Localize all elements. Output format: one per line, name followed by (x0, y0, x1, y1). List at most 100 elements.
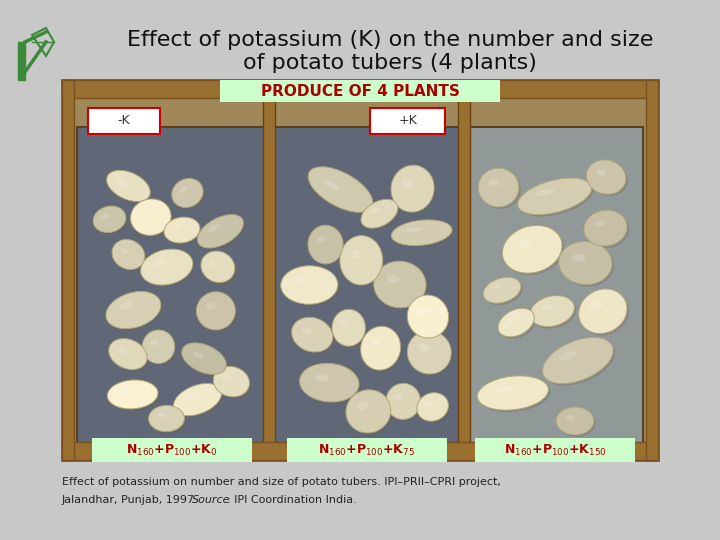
Text: Effect of potassium on number and size of potato tubers. IPI–PRII–CPRI project,: Effect of potassium on number and size o… (62, 477, 501, 487)
Ellipse shape (483, 278, 521, 303)
Ellipse shape (108, 294, 163, 330)
Bar (467, 127, 643, 452)
Text: Jalandhar, Punjab, 1997.: Jalandhar, Punjab, 1997. (62, 495, 202, 505)
Bar (287, 438, 446, 462)
Ellipse shape (112, 239, 145, 269)
Bar (62, 80, 658, 460)
Ellipse shape (495, 386, 513, 392)
Ellipse shape (197, 292, 235, 330)
Ellipse shape (507, 316, 516, 322)
Ellipse shape (109, 172, 152, 204)
Ellipse shape (580, 291, 629, 335)
Ellipse shape (408, 331, 451, 374)
Ellipse shape (181, 343, 226, 374)
Ellipse shape (407, 227, 422, 232)
Ellipse shape (109, 382, 160, 411)
Ellipse shape (172, 179, 203, 207)
Ellipse shape (193, 352, 204, 359)
Ellipse shape (150, 407, 186, 434)
Ellipse shape (158, 413, 166, 417)
Ellipse shape (295, 277, 310, 284)
Ellipse shape (109, 339, 147, 369)
Ellipse shape (132, 201, 173, 238)
Ellipse shape (391, 165, 434, 212)
Ellipse shape (281, 266, 338, 304)
Ellipse shape (120, 302, 133, 309)
Bar (88, 108, 160, 134)
Ellipse shape (199, 217, 246, 250)
Ellipse shape (557, 407, 594, 435)
Ellipse shape (130, 199, 171, 235)
Bar (91, 438, 251, 462)
Ellipse shape (480, 378, 550, 412)
Text: Source: Source (192, 495, 230, 505)
Ellipse shape (393, 167, 436, 214)
Ellipse shape (376, 263, 428, 310)
Ellipse shape (315, 374, 329, 381)
Ellipse shape (292, 318, 333, 352)
Ellipse shape (485, 279, 523, 305)
Ellipse shape (520, 180, 593, 217)
Ellipse shape (144, 332, 176, 366)
Ellipse shape (180, 187, 187, 192)
Text: N$_{160}$+P$_{100}$+K$_{150}$: N$_{160}$+P$_{100}$+K$_{150}$ (503, 442, 606, 457)
Ellipse shape (586, 160, 626, 194)
Text: Effect of potassium (K) on the number and size: Effect of potassium (K) on the number an… (127, 30, 653, 50)
Ellipse shape (408, 295, 449, 338)
Bar (62, 442, 658, 460)
Ellipse shape (206, 303, 216, 309)
Bar (475, 438, 635, 462)
Bar (62, 80, 658, 98)
Ellipse shape (418, 343, 429, 351)
Ellipse shape (478, 168, 519, 207)
Ellipse shape (579, 289, 627, 334)
Ellipse shape (371, 339, 381, 347)
Ellipse shape (488, 179, 498, 186)
Ellipse shape (222, 375, 231, 381)
Ellipse shape (341, 320, 348, 326)
Ellipse shape (500, 310, 536, 339)
Ellipse shape (340, 235, 383, 285)
Ellipse shape (334, 312, 367, 348)
Ellipse shape (310, 169, 375, 214)
Bar (646, 80, 658, 460)
Ellipse shape (150, 340, 158, 346)
Ellipse shape (588, 162, 628, 196)
Ellipse shape (118, 347, 127, 354)
Ellipse shape (209, 224, 220, 232)
Ellipse shape (425, 401, 433, 406)
Ellipse shape (203, 253, 237, 285)
Ellipse shape (114, 241, 147, 272)
Ellipse shape (387, 274, 400, 283)
Ellipse shape (148, 406, 184, 431)
Bar (18, 42, 25, 80)
Ellipse shape (210, 260, 217, 266)
Ellipse shape (117, 179, 128, 186)
Ellipse shape (566, 415, 575, 420)
Ellipse shape (498, 308, 534, 337)
Ellipse shape (374, 261, 426, 308)
Ellipse shape (357, 402, 368, 410)
Ellipse shape (102, 214, 109, 219)
Ellipse shape (332, 309, 365, 346)
Ellipse shape (409, 333, 454, 376)
Ellipse shape (386, 383, 420, 420)
Ellipse shape (317, 237, 325, 243)
Ellipse shape (544, 340, 616, 386)
Ellipse shape (300, 363, 359, 402)
Ellipse shape (342, 238, 384, 287)
Text: PRODUCE OF 4 PLANTS: PRODUCE OF 4 PLANTS (261, 84, 459, 98)
Ellipse shape (543, 338, 613, 383)
Ellipse shape (308, 167, 373, 212)
Text: of potato tubers (4 plants): of potato tubers (4 plants) (243, 53, 537, 73)
Ellipse shape (361, 199, 398, 228)
Ellipse shape (395, 394, 403, 400)
Text: -K: -K (117, 114, 130, 127)
Text: +K: +K (398, 114, 417, 127)
Ellipse shape (505, 227, 564, 275)
Text: : IPI Coordination India.: : IPI Coordination India. (227, 495, 356, 505)
Ellipse shape (323, 180, 340, 191)
Ellipse shape (185, 393, 197, 400)
Ellipse shape (477, 376, 549, 410)
Ellipse shape (536, 188, 554, 196)
